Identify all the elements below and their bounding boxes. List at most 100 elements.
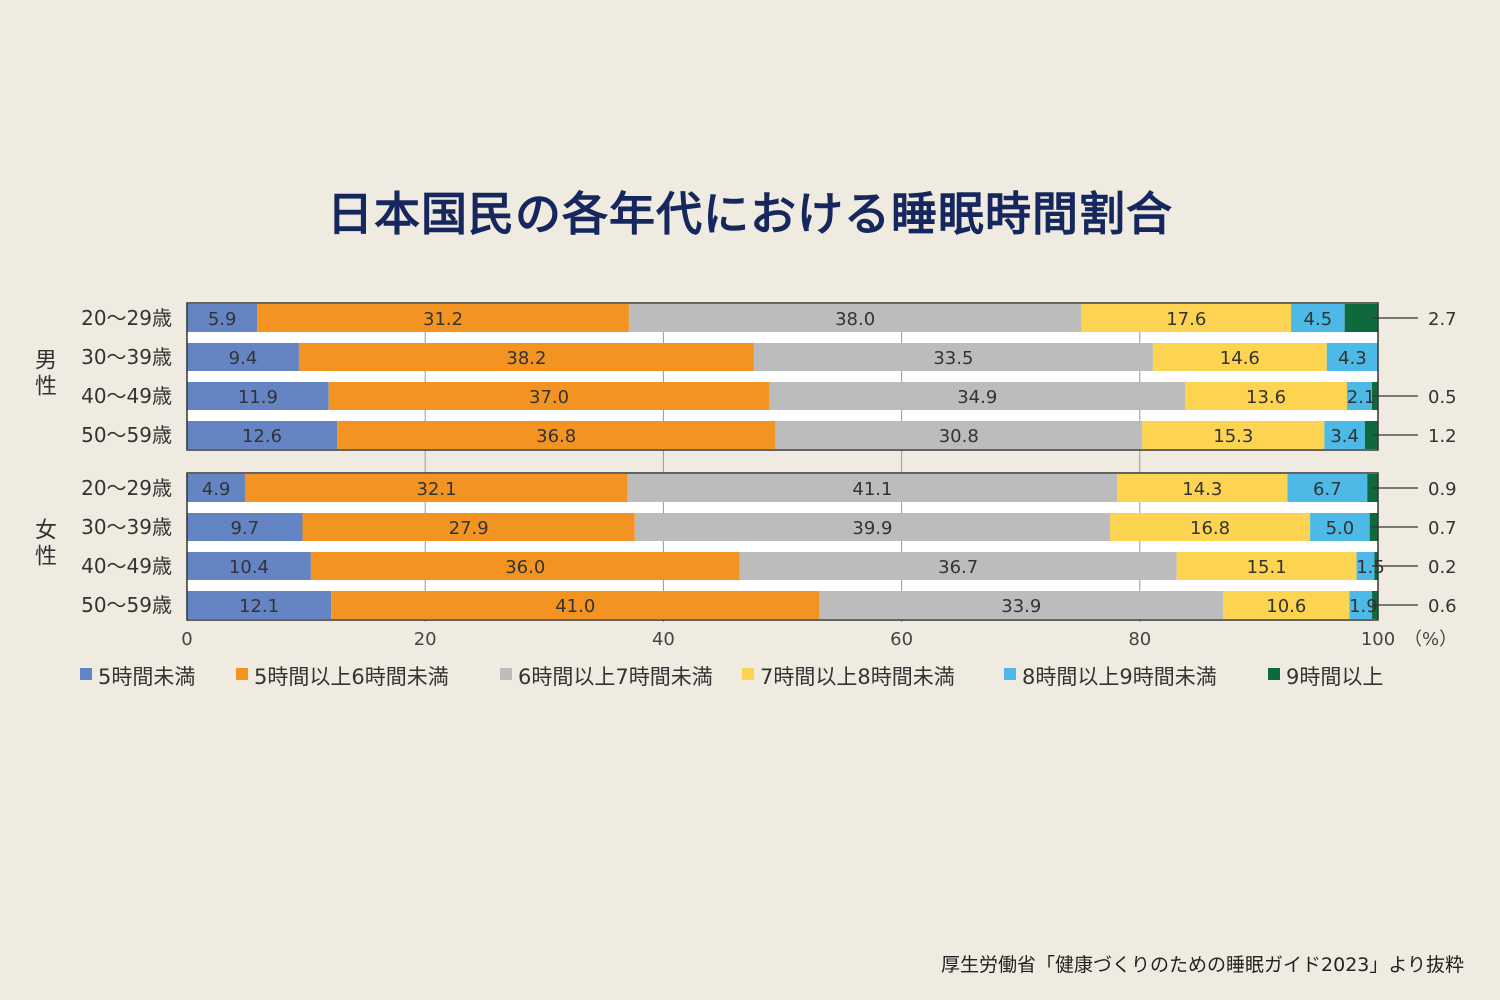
data-label: 2.1 <box>1347 387 1376 408</box>
bar-segment <box>769 382 1186 410</box>
x-tick-label: 60 <box>890 629 913 650</box>
bar-segment <box>1310 513 1370 541</box>
bar-segment <box>1326 343 1378 371</box>
x-tick-label: 0 <box>181 629 192 650</box>
bar-segment <box>1349 591 1373 619</box>
legend-label: 5時間以上6時間未満 <box>254 665 449 689</box>
callout-label: 2.7 <box>1428 309 1457 330</box>
group-label: 男 <box>35 349 57 374</box>
legend-label: 7時間以上8時間未満 <box>760 665 955 689</box>
bar-segment <box>819 591 1224 619</box>
legend-label: 8時間以上9時間未満 <box>1022 665 1217 689</box>
data-label: 3.4 <box>1330 426 1359 447</box>
bar-segment <box>187 304 258 332</box>
bar-segment <box>257 304 629 332</box>
row-label: 30〜39歳 <box>81 345 172 369</box>
bar-segment <box>337 421 776 449</box>
data-label: 34.9 <box>957 387 997 408</box>
data-label: 9.4 <box>229 348 258 369</box>
callout-label: 0.5 <box>1428 387 1457 408</box>
legend-label: 5時間未満 <box>98 665 195 689</box>
data-label: 11.9 <box>238 387 278 408</box>
legend-swatch <box>1268 668 1280 680</box>
bar-segment <box>1110 513 1311 541</box>
bar-segment <box>1291 304 1345 332</box>
data-label: 36.8 <box>536 426 576 447</box>
data-label: 1.5 <box>1356 557 1385 578</box>
bar-segment <box>775 421 1143 449</box>
axis-unit-label: （%） <box>1404 629 1457 650</box>
data-label: 39.9 <box>852 518 892 539</box>
group-frame <box>186 302 1379 451</box>
bar-segment <box>1152 343 1327 371</box>
bar-segment <box>298 343 754 371</box>
data-label: 38.0 <box>835 309 875 330</box>
row-label: 20〜29歳 <box>81 476 172 500</box>
bar-segment <box>1364 421 1378 449</box>
bar-segment <box>187 474 246 502</box>
data-label: 38.2 <box>506 348 546 369</box>
callout-label: 0.9 <box>1428 479 1457 500</box>
bar-segment <box>1081 304 1292 332</box>
data-label: 1.9 <box>1349 596 1378 617</box>
bar-segment <box>1176 552 1357 580</box>
bar-segment <box>331 591 820 619</box>
bar-segment <box>628 304 1082 332</box>
data-label: 9.7 <box>230 518 259 539</box>
bar-segment <box>753 343 1153 371</box>
legend-label: 6時間以上7時間未満 <box>518 665 713 689</box>
data-label: 14.6 <box>1220 348 1260 369</box>
group-label: 性 <box>35 545 57 570</box>
bar-segment <box>1142 421 1325 449</box>
data-label: 33.9 <box>1001 596 1041 617</box>
bar-segment <box>187 421 338 449</box>
data-label: 30.8 <box>939 426 979 447</box>
group-frame <box>186 472 1379 621</box>
data-label: 15.1 <box>1247 557 1287 578</box>
data-label: 27.9 <box>449 518 489 539</box>
data-label: 16.8 <box>1190 518 1230 539</box>
data-label: 31.2 <box>423 309 463 330</box>
data-label: 15.3 <box>1213 426 1253 447</box>
bar-segment <box>1117 474 1288 502</box>
group-label: 性 <box>35 375 57 400</box>
data-label: 10.6 <box>1266 596 1306 617</box>
callout-label: 0.6 <box>1428 596 1457 617</box>
data-label: 4.9 <box>202 479 231 500</box>
source-note: 厚生労働省「健康づくりのための睡眠ガイド2023」より抜粋 <box>941 954 1464 976</box>
bar-segment <box>1287 474 1368 502</box>
data-label: 5.0 <box>1326 518 1355 539</box>
legend-swatch <box>80 668 92 680</box>
bar-segment <box>187 382 329 410</box>
bar-segment <box>328 382 770 410</box>
callout-label: 0.2 <box>1428 557 1457 578</box>
bar-segment <box>187 552 311 580</box>
data-label: 32.1 <box>416 479 456 500</box>
data-label: 36.0 <box>505 557 545 578</box>
data-label: 5.9 <box>208 309 237 330</box>
bar-segment <box>1347 382 1373 410</box>
data-label: 12.6 <box>242 426 282 447</box>
bar-segment <box>1324 421 1365 449</box>
data-label: 6.7 <box>1313 479 1342 500</box>
legend-swatch <box>236 668 248 680</box>
callout-label: 0.7 <box>1428 518 1457 539</box>
x-tick-label: 100 <box>1361 629 1395 650</box>
legend-swatch <box>500 668 512 680</box>
bar-segment <box>187 591 332 619</box>
x-tick-label: 40 <box>652 629 675 650</box>
legend-label: 9時間以上 <box>1286 665 1383 689</box>
bar-segment <box>1223 591 1350 619</box>
callout-label: 1.2 <box>1428 426 1457 447</box>
data-label: 10.4 <box>229 557 269 578</box>
data-label: 4.3 <box>1338 348 1367 369</box>
data-label: 33.5 <box>933 348 973 369</box>
legend-swatch <box>1004 668 1016 680</box>
group-label: 女 <box>35 519 57 544</box>
bar-segment <box>187 343 299 371</box>
data-label: 17.6 <box>1166 309 1206 330</box>
row-label: 50〜59歳 <box>81 423 172 447</box>
bar-segment <box>187 513 303 541</box>
data-label: 13.6 <box>1246 387 1286 408</box>
chart-title: 日本国民の各年代における睡眠時間割合 <box>327 187 1173 241</box>
